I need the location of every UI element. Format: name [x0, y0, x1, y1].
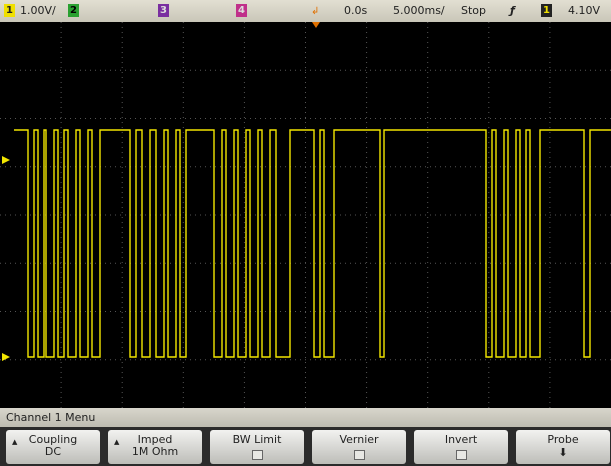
ch1-scale: 1.00V/ [20, 4, 56, 17]
ch3-badge[interactable]: 3 [158, 4, 169, 17]
menu-title-bar: Channel 1 Menu [0, 408, 611, 427]
checkbox [252, 450, 263, 460]
waveform-display [0, 22, 611, 408]
timebase: 5.000ms/ [393, 4, 445, 17]
softkey-value: DC [6, 446, 100, 458]
ch2-badge[interactable]: 2 [68, 4, 79, 17]
selector-icon: ▲ [12, 436, 17, 448]
submenu-arrow: ⬇ [516, 447, 610, 459]
softkey[interactable]: Invert [414, 430, 508, 464]
ch1-badge[interactable]: 1 [4, 4, 15, 17]
softkey-label: Vernier [312, 434, 406, 446]
trigger-slope-icon: ƒ [510, 4, 515, 17]
softkey[interactable]: BW Limit [210, 430, 304, 464]
trigger-source-badge: 1 [541, 4, 552, 17]
checkbox [456, 450, 467, 460]
status-bar: 1 1.00V/ 2 3 4 ↲ 0.0s 5.000ms/ Stop ƒ 1 … [0, 0, 611, 22]
softkey-label: BW Limit [210, 434, 304, 446]
run-state: Stop [461, 4, 486, 17]
menu-title: Channel 1 Menu [6, 411, 95, 424]
softkey[interactable]: Vernier [312, 430, 406, 464]
oscilloscope: 1 1.00V/ 2 3 4 ↲ 0.0s 5.000ms/ Stop ƒ 1 … [0, 0, 611, 466]
selector-icon: ▲ [114, 436, 119, 448]
trigger-position-icon: ↲ [311, 6, 319, 17]
trigger-level: 4.10V [568, 4, 600, 17]
softkey-label: Invert [414, 434, 508, 446]
ch4-badge[interactable]: 4 [236, 4, 247, 17]
softkey[interactable]: Probe⬇ [516, 430, 610, 464]
softkey-label: Probe [516, 434, 610, 446]
softkey-value: 1M Ohm [108, 446, 202, 458]
checkbox [354, 450, 365, 460]
delay: 0.0s [344, 4, 367, 17]
